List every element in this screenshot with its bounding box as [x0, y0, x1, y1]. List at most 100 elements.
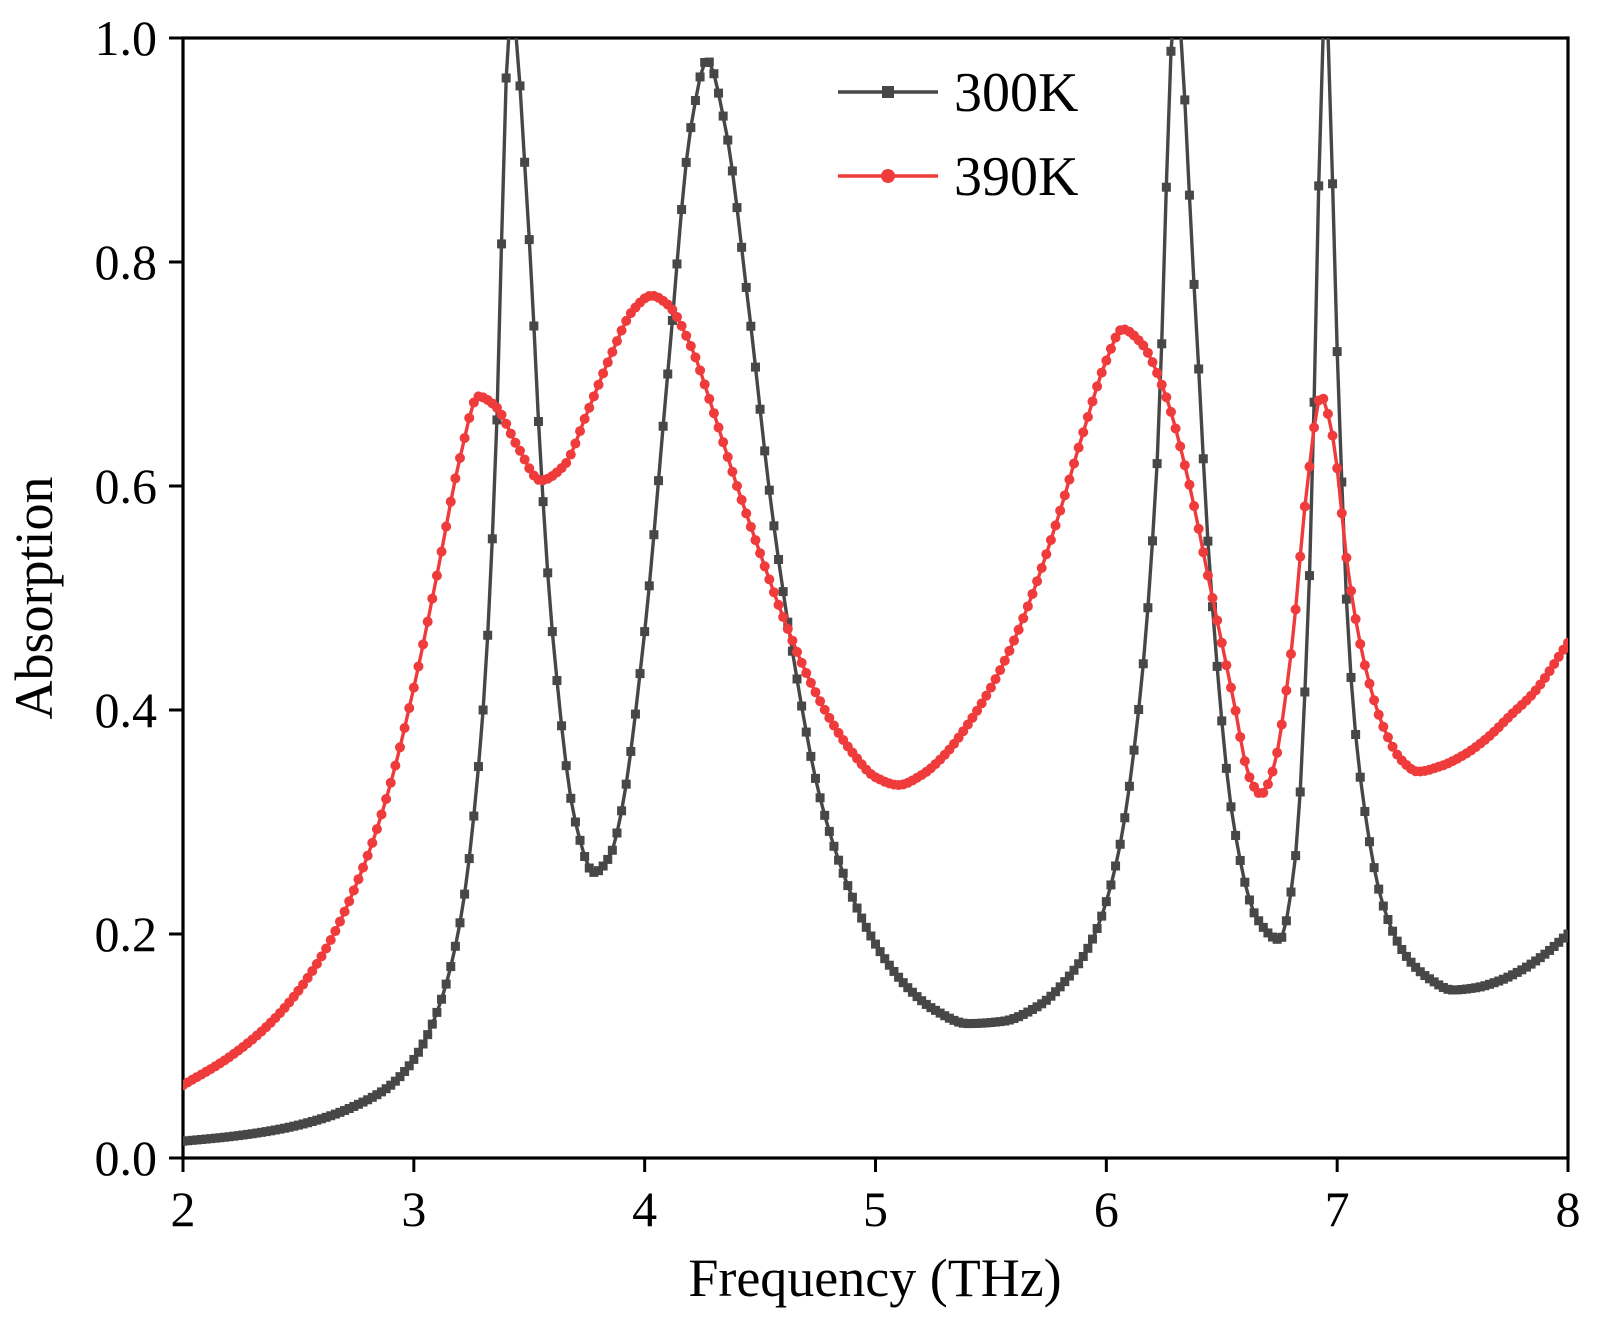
marker-circle — [515, 445, 526, 456]
marker-circle — [1142, 347, 1153, 358]
marker-circle — [1078, 427, 1089, 438]
marker-square — [1027, 1004, 1037, 1014]
y-tick-label: 1.0 — [95, 10, 158, 66]
marker-square — [497, 239, 507, 249]
marker-circle — [764, 574, 775, 585]
marker-square — [1383, 915, 1393, 925]
marker-circle — [995, 665, 1006, 676]
marker-square — [931, 1005, 941, 1015]
marker-square — [1203, 536, 1213, 546]
legend-label: 300K — [954, 62, 1078, 124]
marker-circle — [1022, 601, 1033, 612]
y-axis-title: Absorption — [4, 477, 64, 720]
marker-circle — [676, 320, 687, 331]
marker-square — [1360, 806, 1370, 816]
marker-square — [750, 362, 760, 372]
marker-circle — [1212, 615, 1223, 626]
marker-circle — [524, 463, 535, 474]
marker-square — [1120, 813, 1130, 823]
marker-circle — [1082, 411, 1093, 422]
marker-square — [349, 1101, 359, 1111]
marker-square — [270, 1125, 280, 1135]
marker-circle — [1189, 501, 1200, 512]
marker-circle — [708, 408, 719, 419]
marker-square — [1134, 705, 1144, 715]
y-tick-label: 0.8 — [95, 234, 158, 290]
marker-square — [330, 1109, 340, 1119]
marker-square — [1448, 985, 1458, 995]
marker-square — [1406, 957, 1416, 967]
marker-square — [1244, 895, 1254, 905]
marker-square — [857, 913, 867, 923]
marker-square — [612, 828, 622, 838]
marker-circle — [390, 760, 401, 771]
marker-circle — [976, 698, 987, 709]
marker-square — [478, 705, 488, 715]
marker-circle — [801, 668, 812, 679]
marker-circle — [1350, 614, 1361, 625]
marker-circle — [1272, 747, 1283, 758]
marker-circle — [750, 535, 761, 546]
marker-circle — [367, 837, 378, 848]
marker-square — [372, 1090, 382, 1100]
marker-square — [1069, 965, 1079, 975]
marker-square — [1429, 977, 1439, 987]
marker-circle — [1013, 624, 1024, 635]
marker-circle — [681, 330, 692, 341]
marker-square — [201, 1134, 211, 1144]
marker-circle — [1170, 423, 1181, 434]
marker-square — [441, 979, 451, 989]
marker-square — [654, 476, 664, 486]
marker-square — [760, 446, 770, 456]
marker-circle — [353, 874, 364, 885]
marker-square — [977, 1018, 987, 1028]
marker-square — [455, 918, 465, 928]
marker-square — [1332, 347, 1342, 357]
marker-circle — [362, 850, 373, 861]
marker-square — [834, 855, 844, 865]
marker-circle — [1059, 490, 1070, 501]
x-tick-label: 3 — [401, 1181, 426, 1237]
marker-circle — [1286, 649, 1296, 659]
marker-square — [196, 1134, 206, 1144]
marker-square — [483, 630, 493, 640]
marker-square — [1281, 916, 1291, 926]
marker-square — [533, 417, 543, 427]
marker-square — [603, 854, 613, 864]
marker-square — [395, 1072, 405, 1082]
marker-square — [1291, 851, 1301, 861]
marker-circle — [408, 682, 419, 693]
marker-square — [847, 892, 857, 902]
marker-circle — [1147, 357, 1158, 368]
marker-square — [386, 1080, 396, 1090]
marker-circle — [967, 712, 978, 723]
marker-square — [1009, 1014, 1019, 1024]
marker-square — [635, 669, 645, 679]
y-tick-label: 0.2 — [95, 906, 158, 962]
y-tick-label: 0.4 — [95, 682, 158, 738]
marker-square — [256, 1127, 266, 1137]
marker-square — [1277, 932, 1287, 942]
marker-square — [229, 1131, 239, 1141]
marker-circle — [381, 793, 392, 804]
marker-circle — [621, 315, 632, 326]
marker-square — [303, 1118, 313, 1128]
marker-circle — [431, 570, 442, 581]
marker-square — [1401, 951, 1411, 961]
marker-square — [298, 1119, 308, 1129]
marker-square — [1212, 661, 1222, 671]
marker-square — [192, 1135, 202, 1145]
marker-square — [949, 1015, 959, 1025]
marker-circle — [575, 426, 586, 437]
marker-square — [340, 1105, 350, 1115]
marker-square — [1517, 965, 1527, 975]
marker-square — [252, 1128, 262, 1138]
marker-square — [709, 69, 719, 79]
marker-square — [1540, 949, 1550, 959]
marker-circle — [1055, 505, 1066, 516]
marker-square — [815, 793, 825, 803]
marker-square — [986, 1018, 996, 1028]
marker-square — [293, 1120, 303, 1130]
marker-square — [464, 854, 474, 864]
